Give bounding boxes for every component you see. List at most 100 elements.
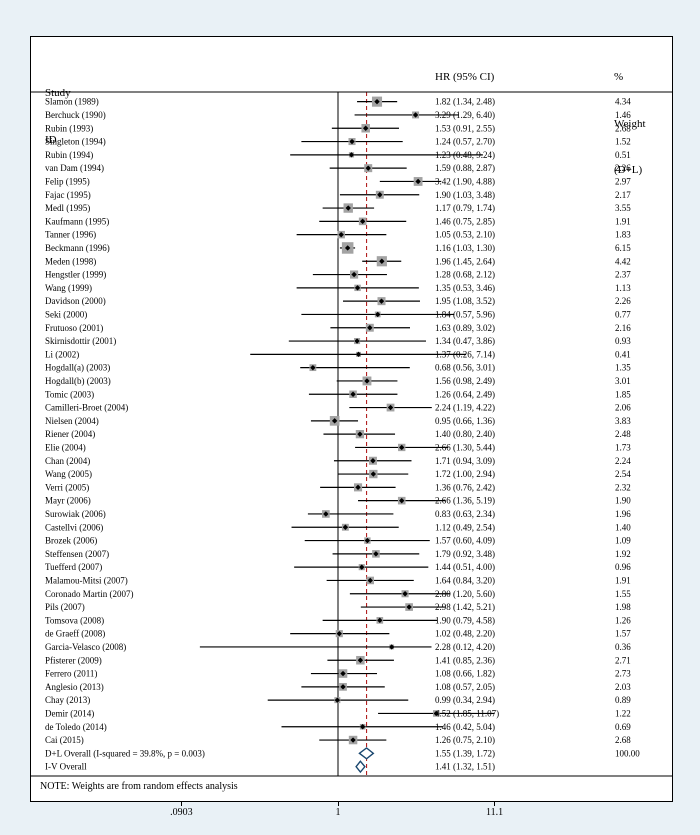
hr-ci-label: 3.42 (1.90, 4.88) bbox=[435, 176, 495, 186]
weight-label: 2.68 bbox=[615, 123, 631, 133]
weight-label: 1.96 bbox=[615, 509, 631, 519]
weight-label: 0.77 bbox=[615, 309, 631, 319]
weight-label: 1.85 bbox=[615, 389, 631, 399]
study-label: Singleton (1994) bbox=[45, 137, 106, 147]
hr-ci-label: 1.71 (0.94, 3.09) bbox=[435, 456, 495, 466]
study-label: Tomsova (2008) bbox=[45, 615, 104, 625]
point-marker bbox=[340, 684, 346, 690]
study-label: Beckmann (1996) bbox=[45, 243, 110, 253]
weights-note: NOTE: Weights are from random effects an… bbox=[40, 781, 238, 792]
study-label: de Graeff (2008) bbox=[45, 629, 105, 639]
study-label: Hogdall(a) (2003) bbox=[45, 363, 110, 373]
point-marker bbox=[433, 710, 439, 717]
point-marker bbox=[344, 245, 351, 251]
study-label: Hengstler (1999) bbox=[45, 270, 106, 280]
header-hr-ci: HR (95% CI) bbox=[435, 71, 495, 83]
weight-label: 1.98 bbox=[615, 602, 631, 612]
study-label: Steffensen (2007) bbox=[45, 549, 109, 559]
hr-ci-label: 1.79 (0.92, 3.48) bbox=[435, 549, 495, 559]
weight-label: 1.55 bbox=[615, 589, 631, 599]
hr-ci-label: 1.72 (1.00, 2.94) bbox=[435, 469, 495, 479]
point-marker bbox=[412, 112, 419, 118]
hr-ci-label: 1.23 (0.48, 9.24) bbox=[435, 150, 495, 160]
point-marker bbox=[399, 497, 405, 504]
study-label: Brozek (2006) bbox=[45, 536, 97, 546]
weight-label: 2.97 bbox=[615, 176, 631, 186]
hr-ci-label: 1.63 (0.89, 3.02) bbox=[435, 323, 495, 333]
weight-label: 1.35 bbox=[615, 363, 631, 373]
header-id: ID bbox=[45, 133, 57, 146]
hr-ci-label: 0.99 (0.34, 2.94) bbox=[435, 695, 495, 705]
point-marker bbox=[359, 218, 366, 225]
overall-weight-label: 100.00 bbox=[615, 748, 640, 758]
weight-label: 0.41 bbox=[615, 349, 631, 359]
hr-ci-label: 1.57 (0.60, 4.09) bbox=[435, 536, 495, 546]
weight-label: 4.42 bbox=[615, 256, 631, 266]
hr-ci-label: 1.16 (1.03, 1.30) bbox=[435, 243, 495, 253]
hr-ci-label: 1.82 (1.34, 2.48) bbox=[435, 97, 495, 107]
weight-label: 0.93 bbox=[615, 336, 631, 346]
study-label: van Dam (1994) bbox=[45, 163, 104, 173]
study-label: Pfisterer (2009) bbox=[45, 655, 102, 665]
weight-label: 1.09 bbox=[615, 536, 631, 546]
point-marker bbox=[378, 298, 385, 304]
point-marker bbox=[350, 391, 356, 397]
weight-label: 4.34 bbox=[615, 97, 631, 107]
study-label: Rubin (1993) bbox=[45, 123, 93, 133]
axis-tick-mark bbox=[180, 802, 182, 806]
point-marker bbox=[370, 458, 376, 464]
study-label: Hogdall(b) (2003) bbox=[45, 376, 111, 386]
weight-label: 2.71 bbox=[615, 655, 631, 665]
weight-label: 0.51 bbox=[615, 150, 631, 160]
hr-ci-label: 2.24 (1.19, 4.22) bbox=[435, 403, 495, 413]
study-label: Wang (1999) bbox=[45, 283, 92, 293]
hr-ci-label: 1.46 (0.42, 5.04) bbox=[435, 722, 495, 732]
study-label: Malamou-Mitsi (2007) bbox=[45, 575, 128, 585]
point-marker bbox=[331, 418, 338, 424]
hr-ci-label: 1.12 (0.49, 2.54) bbox=[435, 522, 495, 532]
header-weight-block: % Weight (D+L) bbox=[614, 39, 646, 210]
hr-ci-label: 1.26 (0.64, 2.49) bbox=[435, 389, 495, 399]
point-marker bbox=[310, 364, 316, 371]
hr-ci-label: 1.40 (0.80, 2.40) bbox=[435, 429, 495, 439]
weight-label: 1.73 bbox=[615, 442, 631, 452]
overall-diamond bbox=[355, 760, 366, 774]
point-marker bbox=[351, 271, 357, 278]
weight-label: 1.57 bbox=[615, 629, 631, 639]
weight-label: 1.22 bbox=[615, 708, 631, 718]
point-marker bbox=[365, 165, 371, 171]
point-marker bbox=[355, 351, 362, 358]
point-marker bbox=[367, 325, 373, 331]
hr-ci-label: 1.17 (0.79, 1.74) bbox=[435, 203, 495, 213]
weight-label: 0.89 bbox=[615, 695, 631, 705]
weight-label: 2.24 bbox=[615, 456, 631, 466]
study-label: Medl (1995) bbox=[45, 203, 90, 213]
hr-ci-label: 1.41 (0.85, 2.36) bbox=[435, 655, 495, 665]
hr-ci-label: 3.29 (1.29, 6.40) bbox=[435, 110, 495, 120]
point-marker bbox=[342, 524, 349, 530]
hr-ci-label: 1.35 (0.53, 3.46) bbox=[435, 283, 495, 293]
point-marker bbox=[388, 644, 395, 650]
study-label: Pils (2007) bbox=[45, 602, 85, 612]
weight-label: 0.96 bbox=[615, 562, 631, 572]
study-label: Frutuoso (2001) bbox=[45, 323, 103, 333]
study-label: Surowiak (2006) bbox=[45, 509, 106, 519]
point-marker bbox=[370, 471, 377, 477]
hr-ci-label: 1.08 (0.57, 2.05) bbox=[435, 682, 495, 692]
weight-label: 1.13 bbox=[615, 283, 631, 293]
weight-label: 2.26 bbox=[615, 296, 631, 306]
hr-ci-label: 1.24 (0.57, 2.70) bbox=[435, 137, 495, 147]
weight-label: 1.83 bbox=[615, 230, 631, 240]
hr-ci-label: 1.37 (0.26, 7.14) bbox=[435, 349, 495, 359]
point-marker bbox=[359, 564, 365, 570]
weight-label: 1.52 bbox=[615, 137, 631, 147]
study-label: Nielsen (2004) bbox=[45, 416, 99, 426]
hr-ci-label: 2.66 (1.30, 5.44) bbox=[435, 442, 495, 452]
point-marker bbox=[336, 630, 342, 637]
weight-label: 3.55 bbox=[615, 203, 631, 213]
point-marker bbox=[350, 737, 356, 743]
study-label: Cai (2015) bbox=[45, 735, 84, 745]
weight-label: 2.16 bbox=[615, 323, 631, 333]
weight-label: 2.06 bbox=[615, 403, 631, 413]
hr-ci-label: 1.28 (0.68, 2.12) bbox=[435, 270, 495, 280]
